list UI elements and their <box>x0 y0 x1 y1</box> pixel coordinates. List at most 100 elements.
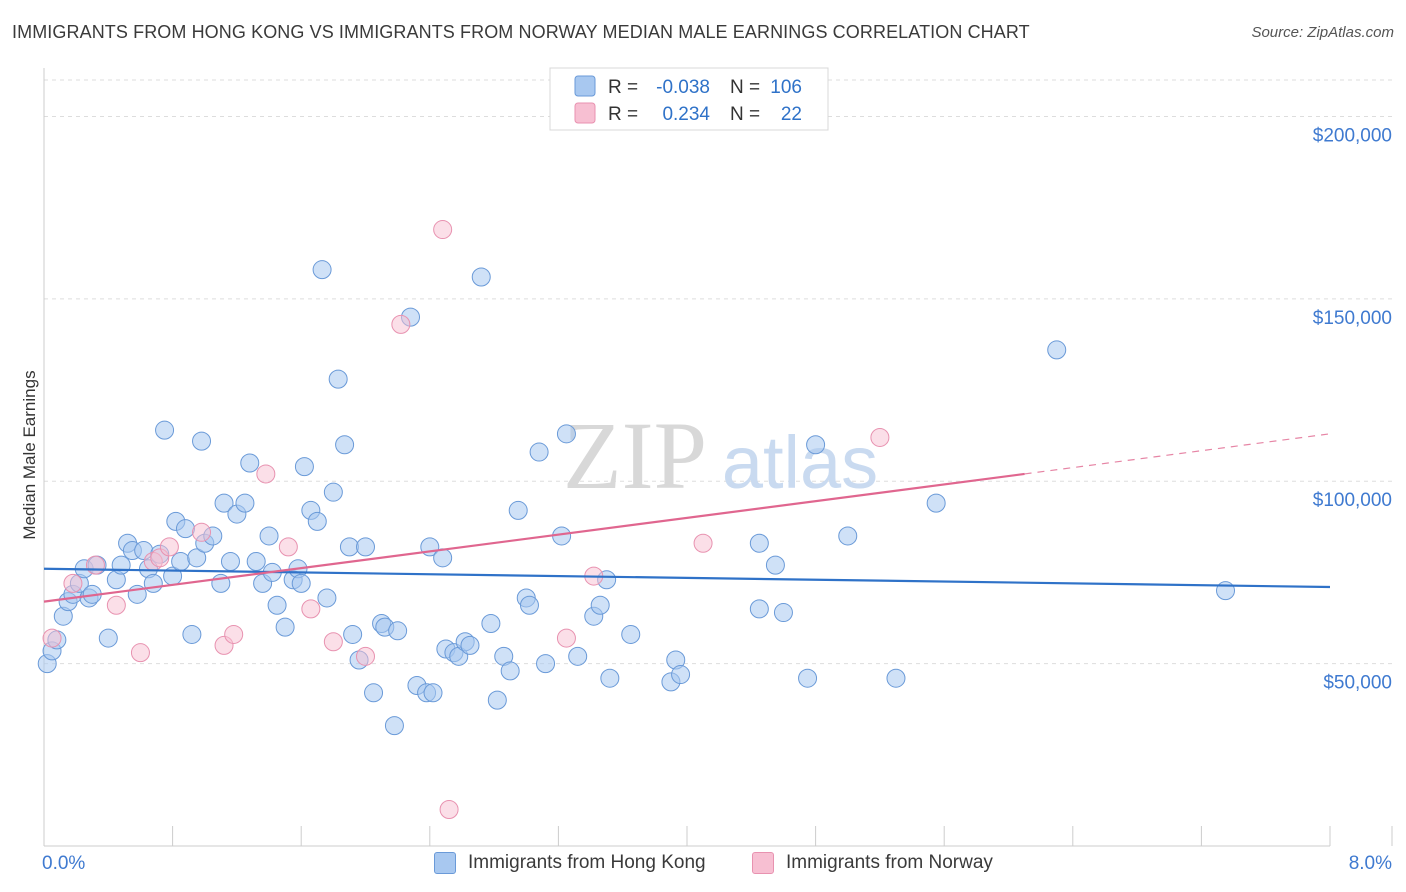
data-point-hong-kong <box>98 628 118 648</box>
data-point-hong-kong <box>806 435 826 455</box>
data-point-norway <box>323 632 343 652</box>
y-tick-label: $200,000 <box>1313 125 1392 146</box>
data-point-hong-kong <box>291 573 311 593</box>
y-axis-label: Median Male Earnings <box>20 370 39 539</box>
data-point-hong-kong <box>214 493 234 513</box>
data-point-hong-kong <box>926 493 946 513</box>
data-point-hong-kong <box>765 555 785 575</box>
norway-points <box>42 220 890 820</box>
y-tick-label: $150,000 <box>1313 308 1392 329</box>
x-tick-labels: 0.0% 8.0% <box>42 853 1392 874</box>
data-point-hong-kong <box>556 424 576 444</box>
data-point-norway <box>42 628 62 648</box>
data-point-norway <box>159 537 179 557</box>
data-point-hong-kong <box>171 551 191 571</box>
y-tick-label: $100,000 <box>1313 490 1392 511</box>
data-point-hong-kong <box>235 493 255 513</box>
chart-title: IMMIGRANTS FROM HONG KONG VS IMMIGRANTS … <box>12 22 1030 42</box>
legend-top-n-value: 106 <box>770 77 802 98</box>
y-tick-label: $50,000 <box>1323 673 1392 694</box>
legend-top-box <box>549 67 829 131</box>
legend-top-r-label: R = <box>608 104 638 125</box>
data-point-norway <box>556 628 576 648</box>
data-point-hong-kong <box>192 431 212 451</box>
data-point-hong-kong <box>536 654 556 674</box>
x-tick-label: 0.0% <box>42 853 85 874</box>
data-point-hong-kong <box>671 665 691 685</box>
data-point-hong-kong <box>339 537 359 557</box>
data-point-norway <box>439 800 459 820</box>
data-point-norway <box>256 464 276 484</box>
data-point-norway <box>192 522 212 542</box>
data-point-hong-kong <box>621 624 641 644</box>
data-point-hong-kong <box>335 435 355 455</box>
data-point-hong-kong <box>388 621 408 641</box>
watermark: ZIP atlas <box>563 402 878 509</box>
trend-line-hong-kong <box>43 567 1331 589</box>
legend-item-norway: Immigrants from Norway <box>752 852 993 874</box>
data-point-hong-kong <box>838 526 858 546</box>
trend-line-norway <box>43 472 1025 603</box>
data-point-norway <box>391 314 411 334</box>
data-point-hong-kong <box>307 511 327 531</box>
legend-top-swatch-norway <box>574 102 596 124</box>
data-point-hong-kong <box>220 551 240 571</box>
data-point-norway <box>870 427 890 447</box>
data-point-hong-kong <box>471 267 491 287</box>
trend-line-norway-extension <box>1024 433 1331 475</box>
data-point-norway <box>106 595 126 615</box>
legend-top-n-value: 22 <box>781 104 802 125</box>
legend-swatch-norway <box>752 852 774 874</box>
data-point-hong-kong <box>384 716 404 736</box>
data-point-hong-kong <box>343 624 363 644</box>
data-point-hong-kong <box>508 500 528 520</box>
data-point-hong-kong <box>364 683 384 703</box>
data-point-hong-kong <box>246 551 266 571</box>
legend-label-hong-kong: Immigrants from Hong Kong <box>468 852 706 873</box>
axes <box>43 68 1393 847</box>
legend-top-n-label: N = <box>730 104 760 125</box>
data-point-hong-kong <box>519 595 539 615</box>
hong-kong-points <box>37 260 1236 736</box>
data-point-hong-kong <box>111 555 131 575</box>
data-point-hong-kong <box>356 537 375 557</box>
data-point-hong-kong <box>749 533 769 553</box>
watermark-zip: ZIP <box>563 402 707 509</box>
y-tick-labels: $50,000 $100,000 $150,000 $200,000 <box>1313 125 1392 693</box>
data-point-hong-kong <box>240 453 260 473</box>
data-point-hong-kong <box>175 519 195 539</box>
data-point-hong-kong <box>275 617 295 637</box>
data-point-norway <box>301 599 321 619</box>
data-point-hong-kong <box>187 548 207 568</box>
data-point-norway <box>693 533 713 553</box>
x-tick-label: 8.0% <box>1349 853 1392 874</box>
data-point-hong-kong <box>317 588 337 608</box>
legend-label-norway: Immigrants from Norway <box>786 852 993 873</box>
legend-swatch-hong-kong <box>434 852 456 874</box>
data-point-hong-kong <box>487 690 507 710</box>
data-point-hong-kong <box>312 260 332 280</box>
legend-item-hong-kong: Immigrants from Hong Kong <box>434 852 706 874</box>
data-point-norway <box>356 646 375 666</box>
data-point-norway <box>278 537 298 557</box>
data-point-hong-kong <box>749 599 769 619</box>
data-point-hong-kong <box>481 613 501 633</box>
watermark-atlas: atlas <box>722 421 878 504</box>
legend-top-r-value: -0.038 <box>656 77 710 98</box>
data-point-hong-kong <box>886 668 906 688</box>
legend-bottom: Immigrants from Hong Kong Immigrants fro… <box>0 852 1406 878</box>
data-point-hong-kong <box>155 420 175 440</box>
data-point-hong-kong <box>798 668 818 688</box>
data-point-norway <box>85 555 105 575</box>
legend-top-r-label: R = <box>608 77 638 98</box>
data-point-hong-kong <box>323 482 343 502</box>
data-point-norway <box>63 573 83 593</box>
data-point-hong-kong <box>1047 340 1067 360</box>
data-point-hong-kong <box>773 603 793 623</box>
data-point-norway <box>130 643 150 663</box>
data-point-hong-kong <box>143 573 163 593</box>
source-label: Source: ZipAtlas.com <box>1251 24 1394 41</box>
data-point-hong-kong <box>590 595 610 615</box>
data-point-hong-kong <box>267 595 287 615</box>
